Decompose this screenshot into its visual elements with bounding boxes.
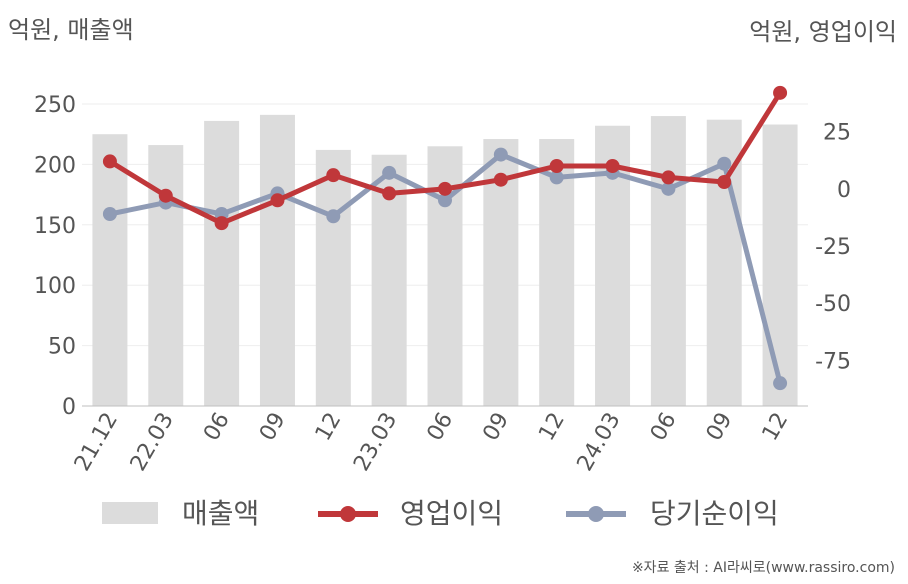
left-tick-label: 0 [62,395,76,420]
legend-swatch-sales [102,502,158,524]
sales-bar [315,149,351,407]
right-tick-label: -25 [815,235,851,260]
net-income-point [549,170,564,185]
operating-profit-point [549,159,564,173]
x-axis-ticks: 21.12 22.03 06 09 12 23.03 06 09 12 24.03 06 09 12 [70,409,793,476]
net-income-point [382,165,397,180]
left-tick-label: 100 [34,274,76,299]
net-income-point [773,376,788,391]
left-tick-label: 150 [34,214,76,239]
net-income-point [438,193,452,208]
operating-profit-point [493,172,508,187]
x-tick-label: 12 [311,409,347,446]
operating-profit-point [605,159,620,173]
bar-series [92,114,798,407]
line-series [102,85,788,391]
operating-profit-point [438,181,452,196]
x-tick-label: 22.03 [126,409,179,476]
right-tick-label: -50 [815,292,851,317]
net-income-point [326,209,341,224]
right-tick-label: 25 [823,121,851,146]
x-tick-label: 06 [423,409,459,446]
left-axis-ticks: 0 50 100 150 200 250 [34,93,76,420]
right-axis-ticks: 25 0 -25 -50 -75 [815,121,851,375]
x-tick-label: 09 [255,409,291,446]
right-tick-label: -75 [815,349,851,374]
x-tick-label: 06 [646,409,682,446]
legend-label-operating: 영업이익 [400,497,503,530]
source-note: ※자료 출처 : AI라씨로(www.rassiro.com) [632,560,895,576]
legend-label-net: 당기순이익 [650,497,779,530]
x-tick-label: 21.12 [70,409,123,476]
net-income-point [102,207,117,221]
sales-bar [762,124,798,406]
operating-profit-point [214,216,229,231]
left-tick-label: 50 [48,335,76,360]
operating-profit-point [382,186,397,201]
x-tick-label: 23.03 [349,409,402,476]
right-axis-unit-label: 억원, 영업이익 [749,18,897,46]
operating-profit-point [270,193,285,208]
legend: 매출액 영업이익 당기순이익 [102,497,779,530]
x-tick-label: 09 [478,409,514,446]
left-tick-label: 200 [34,153,76,178]
operating-profit-point [326,168,341,183]
legend-marker-net [588,506,604,522]
operating-profit-point [102,154,117,169]
sales-bar [204,120,240,407]
net-income-point [493,147,508,162]
operating-profit-point [717,175,732,189]
operating-profit-point [158,188,173,203]
net-income-point [661,181,676,196]
x-tick-label: 12 [534,409,570,446]
net-income-point [717,156,732,171]
sales-bar [148,145,184,406]
operating-profit-point [661,170,676,185]
x-tick-label: 06 [199,409,235,446]
left-tick-label: 250 [34,93,76,118]
x-tick-label: 12 [758,409,794,446]
sales-bar [92,134,128,406]
left-axis-unit-label: 억원, 매출액 [8,16,134,44]
sales-bar [259,114,295,406]
x-tick-label: 24.03 [573,409,626,476]
right-tick-label: 0 [837,178,851,203]
legend-label-sales: 매출액 [182,497,259,530]
x-tick-label: 09 [702,409,738,446]
operating-profit-point [773,85,788,100]
legend-marker-operating [340,506,356,522]
sales-bar [650,116,686,406]
